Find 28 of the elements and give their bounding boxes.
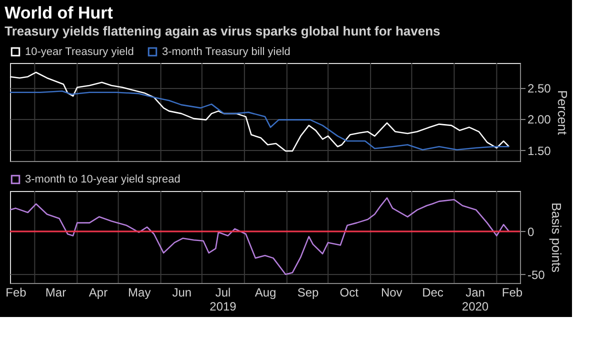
x-tick-label: Feb	[6, 286, 27, 300]
y-tick-label: 1.50	[528, 144, 552, 158]
x-tick-label: Feb	[502, 286, 523, 300]
x-tick-label: Jan 2020	[462, 286, 489, 314]
y-tick-label: 2.00	[528, 112, 552, 127]
x-tick-label: Aug	[254, 286, 276, 300]
chart-title: World of Hurt	[4, 4, 114, 22]
line-series	[9, 197, 510, 276]
x-tick-label: Sep	[297, 286, 319, 300]
line-series	[9, 90, 510, 150]
legend-label: 3-month Treasury bill yield	[162, 46, 290, 58]
x-tick-label: Apr	[88, 286, 108, 300]
x-tick-label: May	[128, 286, 151, 300]
x-tick-label: Nov	[380, 286, 402, 300]
y-tick-label: 0	[528, 224, 534, 239]
x-tick-label: Jul 2019	[210, 286, 237, 314]
legend-label: 3-month to 10-year yield spread	[25, 174, 180, 186]
line-series	[9, 72, 510, 152]
chart-subtitle: Treasury yields flattening again as virus sparks global hunt for havens	[4, 24, 440, 38]
y-tick-label: -50	[528, 268, 546, 282]
x-tick-label: Oct	[340, 286, 360, 300]
x-tick-label: Dec	[422, 286, 444, 300]
legend-label: 10-year Treasury yield	[25, 46, 134, 58]
x-tick-label: Mar	[45, 286, 66, 300]
y-axis-title: Basis points	[548, 202, 564, 274]
x-tick-label: Jun	[172, 286, 192, 300]
y-axis-title: Percent	[554, 90, 570, 136]
y-tick-label: 2.50	[528, 81, 552, 96]
